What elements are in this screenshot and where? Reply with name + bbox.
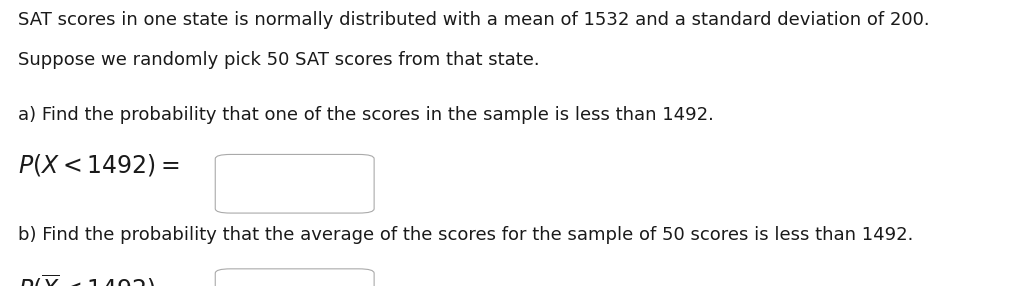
Text: $P(\overline{X} < 1492) =$: $P(\overline{X} < 1492) =$ xyxy=(18,272,180,286)
Text: $P(X < 1492) =$: $P(X < 1492) =$ xyxy=(18,152,180,178)
Text: a) Find the probability that one of the scores in the sample is less than 1492.: a) Find the probability that one of the … xyxy=(18,106,714,124)
Text: SAT scores in one state is normally distributed with a mean of 1532 and a standa: SAT scores in one state is normally dist… xyxy=(18,11,930,29)
Text: Suppose we randomly pick 50 SAT scores from that state.: Suppose we randomly pick 50 SAT scores f… xyxy=(18,51,540,69)
FancyBboxPatch shape xyxy=(215,154,374,213)
Text: b) Find the probability that the average of the scores for the sample of 50 scor: b) Find the probability that the average… xyxy=(18,226,914,244)
FancyBboxPatch shape xyxy=(215,269,374,286)
